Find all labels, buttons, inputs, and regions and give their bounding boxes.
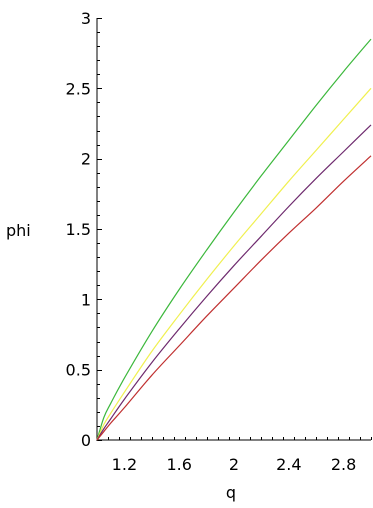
- y-tick-label: 0: [81, 431, 91, 450]
- x-tick-label: 2.4: [276, 455, 301, 474]
- axes: [96, 18, 372, 441]
- y-axis-label: phi: [6, 221, 31, 240]
- series-lines: [96, 38, 372, 441]
- y-tick-label: 3: [81, 9, 91, 28]
- series-line-4: [96, 155, 372, 441]
- series-line-3: [96, 124, 372, 441]
- y-tick-label: 1: [81, 290, 91, 309]
- x-tick-label: 1.2: [112, 455, 137, 474]
- x-axis-label: q: [226, 483, 236, 502]
- x-tick-labels: 1.2 1.6 2 2.4 2.8: [112, 455, 357, 474]
- y-tick-label: 2.5: [66, 79, 91, 98]
- y-tick-label: 2: [81, 150, 91, 169]
- x-tick-label: 1.6: [166, 455, 191, 474]
- y-tick-label: 1.5: [66, 220, 91, 239]
- series-line-1: [96, 38, 372, 441]
- x-tick-label: 2: [229, 455, 239, 474]
- x-tick-label: 2.8: [331, 455, 356, 474]
- y-tick-labels: 0 0.5 1 1.5 2 2.5 3: [66, 9, 91, 450]
- series-line-2: [96, 87, 372, 441]
- y-tick-label: 0.5: [66, 361, 91, 380]
